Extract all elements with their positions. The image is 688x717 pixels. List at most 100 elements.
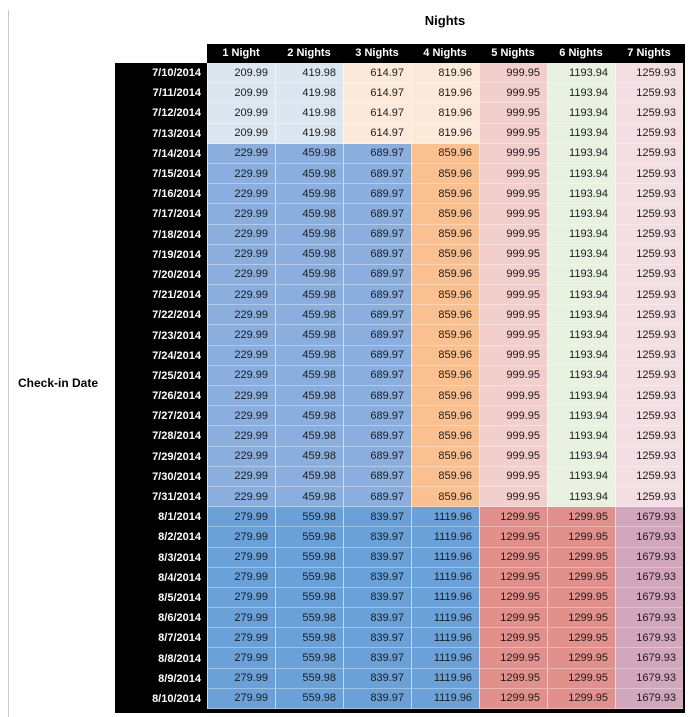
- price-cell: 839.97: [343, 587, 411, 609]
- price-cell: 859.96: [411, 486, 479, 508]
- price-cell: 1299.95: [547, 648, 615, 669]
- table-row: 7/27/2014 229.99 459.98 689.97 859.96 999.95 1…: [115, 406, 683, 427]
- price-cell: 999.95: [479, 446, 547, 467]
- price-cell: 1119.96: [411, 507, 479, 528]
- price-cell: 1193.94: [547, 345, 615, 366]
- price-cell: 839.97: [343, 668, 411, 689]
- row-header-date: 8/7/2014: [115, 628, 207, 649]
- price-cell: 859.96: [411, 163, 479, 185]
- price-cell: 559.98: [275, 507, 343, 528]
- price-cell: 459.98: [275, 264, 343, 286]
- price-cell: 1299.95: [547, 587, 615, 609]
- price-cell: 1679.93: [615, 567, 683, 588]
- column-header: 4 Nights: [423, 47, 467, 59]
- price-cell: 1259.93: [615, 305, 683, 326]
- price-cell: 859.96: [411, 224, 479, 245]
- price-cell: 279.99: [207, 648, 275, 669]
- row-header-date: 7/20/2014: [115, 264, 207, 286]
- price-cell: 819.96: [411, 123, 479, 144]
- price-cell: 859.96: [411, 285, 479, 306]
- price-cell: 1259.93: [615, 63, 683, 84]
- pricing-table: 1 Night 2 Nights 3 Nights 4 Nights 5 Nights 6…: [115, 44, 685, 713]
- price-cell: 1299.95: [547, 567, 615, 588]
- column-header-row: 1 Night 2 Nights 3 Nights 4 Nights 5 Nights 6…: [207, 44, 683, 63]
- price-cell: 1299.95: [479, 507, 547, 528]
- price-cell: 839.97: [343, 527, 411, 548]
- price-cell: 689.97: [343, 325, 411, 346]
- row-header-date: 7/25/2014: [115, 365, 207, 386]
- row-header-date: 7/12/2014: [115, 103, 207, 124]
- price-cell: 559.98: [275, 587, 343, 609]
- price-cell: 1259.93: [615, 244, 683, 265]
- table-row: 7/16/2014 229.99 459.98 689.97 859.96 999.95 1…: [115, 184, 683, 205]
- price-cell: 999.95: [479, 123, 547, 144]
- table-row: 7/29/2014 229.99 459.98 689.97 859.96 999.95 1…: [115, 446, 683, 467]
- table-row: 7/15/2014 229.99 459.98 689.97 859.96 999.95 1…: [115, 163, 683, 185]
- price-cell: 1679.93: [615, 648, 683, 669]
- price-cell: 459.98: [275, 446, 343, 467]
- price-cell: 999.95: [479, 486, 547, 508]
- price-cell: 614.97: [343, 63, 411, 84]
- row-header-date: 8/3/2014: [115, 547, 207, 568]
- row-header-date: 7/22/2014: [115, 305, 207, 326]
- price-cell: 559.98: [275, 527, 343, 548]
- price-cell: 1299.95: [547, 668, 615, 689]
- price-cell: 419.98: [275, 123, 343, 144]
- price-cell: 689.97: [343, 305, 411, 326]
- price-cell: 209.99: [207, 83, 275, 104]
- price-cell: 279.99: [207, 507, 275, 528]
- price-cell: 559.98: [275, 628, 343, 649]
- row-header-date: 7/23/2014: [115, 325, 207, 346]
- price-cell: 229.99: [207, 204, 275, 225]
- table-row: 8/9/2014 279.99 559.98 839.97 1119.96 1299.95…: [115, 668, 683, 689]
- price-cell: 1193.94: [547, 204, 615, 225]
- price-cell: 229.99: [207, 184, 275, 205]
- price-cell: 229.99: [207, 264, 275, 286]
- price-cell: 279.99: [207, 688, 275, 709]
- price-cell: 559.98: [275, 668, 343, 689]
- price-cell: 1259.93: [615, 103, 683, 124]
- column-header: 2 Nights: [287, 47, 331, 59]
- price-cell: 1193.94: [547, 83, 615, 104]
- price-cell: 1193.94: [547, 466, 615, 487]
- price-cell: 689.97: [343, 386, 411, 407]
- price-cell: 1299.95: [479, 608, 547, 629]
- table-row: 7/17/2014 229.99 459.98 689.97 859.96 999.95 1…: [115, 204, 683, 225]
- price-cell: 1259.93: [615, 204, 683, 225]
- row-header-date: 8/5/2014: [115, 587, 207, 609]
- price-cell: 859.96: [411, 446, 479, 467]
- table-row: 7/18/2014 229.99 459.98 689.97 859.96 999.95 1…: [115, 224, 683, 245]
- price-cell: 1259.93: [615, 486, 683, 508]
- price-cell: 1119.96: [411, 547, 479, 568]
- price-cell: 999.95: [479, 305, 547, 326]
- price-cell: 839.97: [343, 608, 411, 629]
- price-cell: 1259.93: [615, 365, 683, 386]
- table-title: Nights: [424, 13, 466, 28]
- price-cell: 1119.96: [411, 608, 479, 629]
- price-cell: 859.96: [411, 244, 479, 265]
- price-cell: 279.99: [207, 527, 275, 548]
- price-cell: 689.97: [343, 466, 411, 487]
- price-cell: 859.96: [411, 386, 479, 407]
- price-cell: 459.98: [275, 426, 343, 447]
- price-cell: 1679.93: [615, 628, 683, 649]
- price-cell: 839.97: [343, 648, 411, 669]
- price-cell: 1299.95: [479, 587, 547, 609]
- row-header-date: 7/26/2014: [115, 386, 207, 407]
- price-cell: 1193.94: [547, 63, 615, 84]
- price-cell: 1679.93: [615, 608, 683, 629]
- price-cell: 209.99: [207, 63, 275, 84]
- row-header-date: 7/30/2014: [115, 466, 207, 487]
- price-cell: 229.99: [207, 426, 275, 447]
- price-cell: 689.97: [343, 486, 411, 508]
- table-row: 7/19/2014 229.99 459.98 689.97 859.96 999.95 1…: [115, 244, 683, 265]
- price-cell: 999.95: [479, 184, 547, 205]
- price-cell: 229.99: [207, 365, 275, 386]
- price-cell: 279.99: [207, 628, 275, 649]
- row-header-date: 8/4/2014: [115, 567, 207, 588]
- price-cell: 1299.95: [547, 507, 615, 528]
- price-cell: 459.98: [275, 163, 343, 185]
- price-cell: 279.99: [207, 668, 275, 689]
- price-cell: 689.97: [343, 406, 411, 427]
- price-cell: 209.99: [207, 103, 275, 124]
